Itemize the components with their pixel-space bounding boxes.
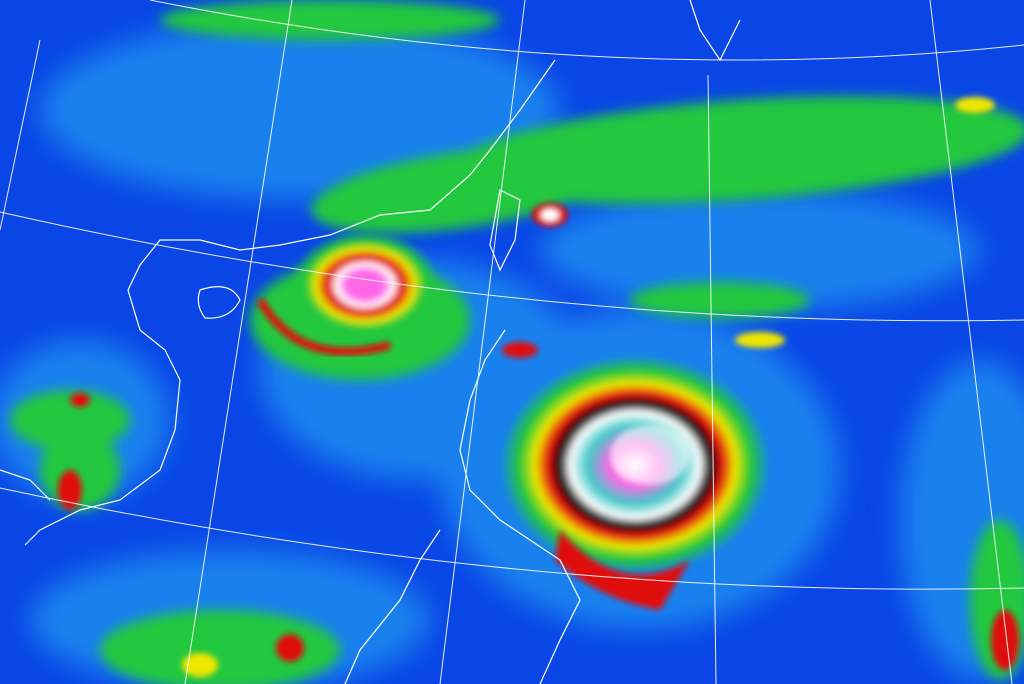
longitude-line [439, 0, 526, 684]
coastlines [0, 0, 741, 684]
longitude-line [707, 74, 717, 684]
longitude-line [929, 0, 1013, 684]
longitude-line [184, 0, 293, 684]
latitude-line [149, 0, 1024, 61]
storm-secondary [256, 230, 440, 356]
convective-cells [58, 97, 1019, 677]
longitude-line [0, 39, 41, 231]
latitude-line [0, 211, 1024, 322]
latitude-line [0, 487, 1024, 590]
typhoon-main [500, 355, 770, 610]
